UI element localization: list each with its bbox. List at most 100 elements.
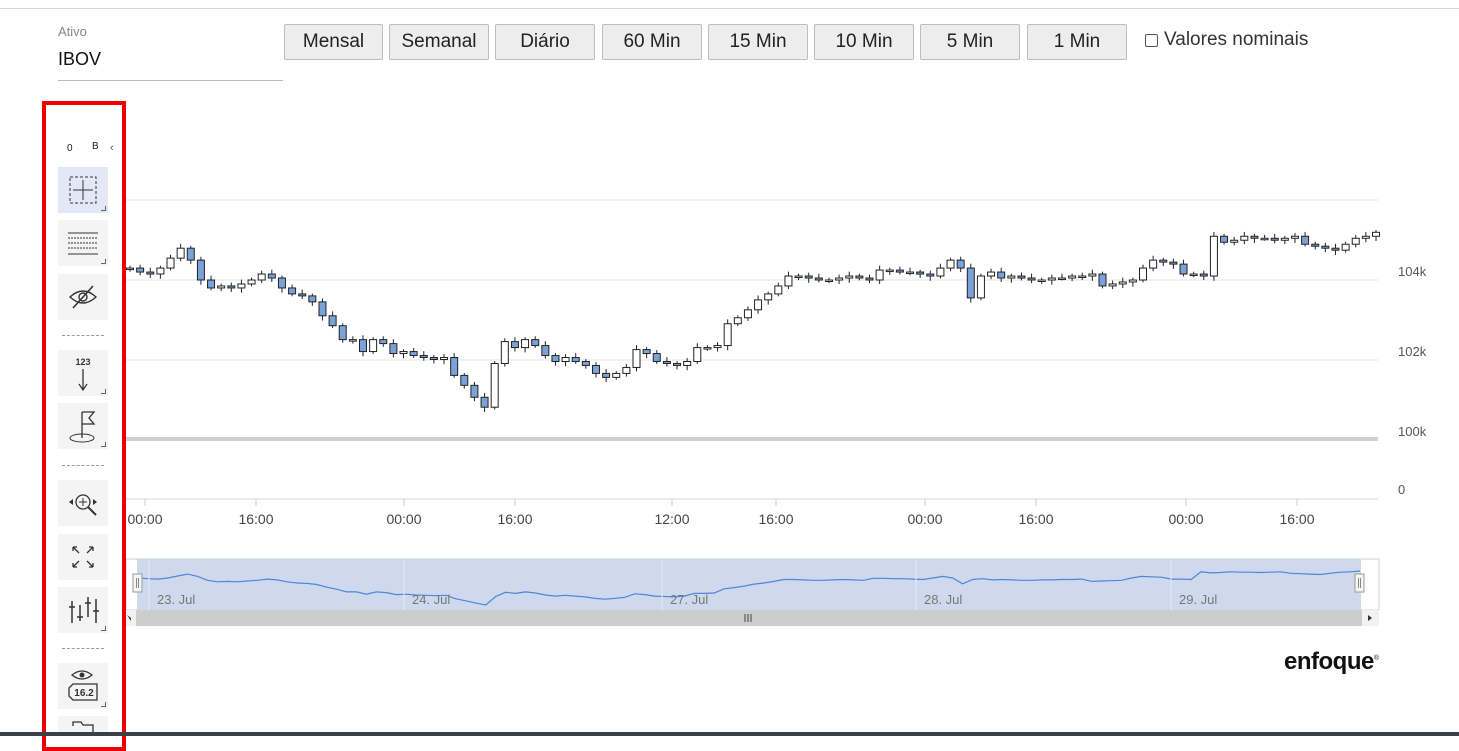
candle [906, 267, 915, 276]
toolbar-highlight-frame [42, 101, 126, 751]
candle [369, 337, 378, 354]
candle-body [1068, 275, 1077, 279]
candle [1078, 272, 1087, 280]
x-tick-label: 00:00 [386, 511, 421, 527]
candle-body [166, 257, 175, 269]
checkbox-box[interactable] [1145, 33, 1158, 47]
x-tick-label: 16:00 [758, 511, 793, 527]
candle-body [602, 372, 611, 378]
period-button-weekly[interactable]: Semanal [389, 24, 489, 60]
candle-body [1139, 267, 1148, 281]
candle-body [966, 267, 975, 299]
candle [521, 337, 530, 353]
candle-body [328, 315, 337, 327]
tool-show-values[interactable]: 16.2 [58, 663, 108, 709]
candle-body [1007, 275, 1016, 279]
candle [551, 353, 560, 366]
candle-body [835, 277, 844, 281]
navigator-handle[interactable] [132, 573, 143, 593]
candle-body [632, 349, 641, 368]
candle-body [1169, 261, 1178, 265]
candle-body [1331, 247, 1340, 251]
navigator-handle[interactable] [1354, 573, 1365, 593]
fullscreen-icon [72, 546, 94, 568]
period-button-daily[interactable]: Diário [495, 24, 595, 60]
candle-body [1260, 237, 1269, 241]
collapse-chevron-icon[interactable]: ‹ [110, 142, 114, 154]
tool-horizontal-lines[interactable] [58, 220, 108, 266]
candle-body [946, 259, 955, 269]
candle-body [865, 277, 874, 281]
candle [875, 265, 884, 284]
candle [987, 268, 996, 280]
asset-value[interactable]: IBOV [58, 49, 102, 69]
candle-body [1078, 275, 1087, 279]
tool-folder[interactable] [58, 716, 108, 732]
nominal-values-checkbox[interactable]: Valores nominais [1145, 29, 1308, 51]
candle [257, 270, 266, 284]
candle [835, 274, 844, 284]
candle [855, 273, 864, 281]
candle [1301, 231, 1310, 247]
candle [1017, 272, 1026, 281]
asset-field[interactable]: Ativo IBOV [58, 24, 283, 81]
candle-body [1037, 279, 1046, 282]
period-button-15min[interactable]: 15 Min [708, 24, 808, 60]
candle-body [976, 275, 985, 299]
candle-body [1149, 259, 1158, 269]
candle [1240, 231, 1249, 245]
crosshair-icon [69, 176, 97, 204]
scrollbar-thumb[interactable] [136, 610, 1362, 626]
tool-measure[interactable]: 123 [58, 350, 108, 396]
candle-body [754, 299, 763, 311]
candle-body [348, 339, 357, 342]
candle-body [450, 357, 459, 376]
candle-body [1189, 273, 1198, 277]
period-button-monthly[interactable]: Mensal [284, 24, 383, 60]
y-tick-label: 104k [1398, 264, 1427, 279]
x-tick-label: 00:00 [127, 511, 162, 527]
candle-body [369, 339, 378, 353]
candle-body [389, 343, 398, 355]
candle [642, 347, 651, 359]
tool-indicators[interactable] [58, 587, 108, 633]
candle [997, 267, 1006, 282]
candle [419, 351, 428, 361]
candle [318, 298, 327, 321]
candle-body [733, 317, 742, 325]
candle [1128, 277, 1137, 287]
candle [490, 361, 499, 410]
period-button-1min[interactable]: 1 Min [1027, 24, 1127, 60]
candle [885, 267, 894, 275]
candle [683, 358, 692, 371]
candle-body [987, 271, 996, 277]
candle-body [997, 271, 1006, 279]
candle-body [288, 287, 297, 295]
candle [308, 293, 317, 306]
top-divider [0, 8, 1459, 9]
candle [348, 336, 357, 344]
candle [1068, 273, 1077, 282]
tool-zoom-pan[interactable] [58, 480, 108, 526]
candle-body [652, 353, 661, 362]
candle-body [217, 285, 226, 289]
candle [733, 315, 742, 327]
candle-body [1209, 235, 1218, 277]
tool-flag[interactable] [58, 403, 108, 449]
tool-hide[interactable] [58, 274, 108, 320]
candle [298, 289, 307, 300]
tool-crosshair[interactable] [58, 167, 108, 213]
candle [1331, 243, 1340, 255]
period-button-10min[interactable]: 10 Min [814, 24, 914, 60]
y-tick-label: 100k [1398, 424, 1427, 439]
candle [247, 277, 256, 287]
candle [784, 271, 793, 290]
candle-body [419, 355, 428, 359]
price-chart[interactable]: 0 100k 102k 104k 00:00 16:00 00:00 16:00 12:00 1… [0, 0, 1459, 640]
candle-body [1341, 243, 1350, 251]
x-tick-label: 16:00 [1279, 511, 1314, 527]
tool-fullscreen[interactable] [58, 534, 108, 580]
candle [865, 274, 874, 284]
period-button-5min[interactable]: 5 Min [920, 24, 1020, 60]
period-button-60min[interactable]: 60 Min [602, 24, 702, 60]
